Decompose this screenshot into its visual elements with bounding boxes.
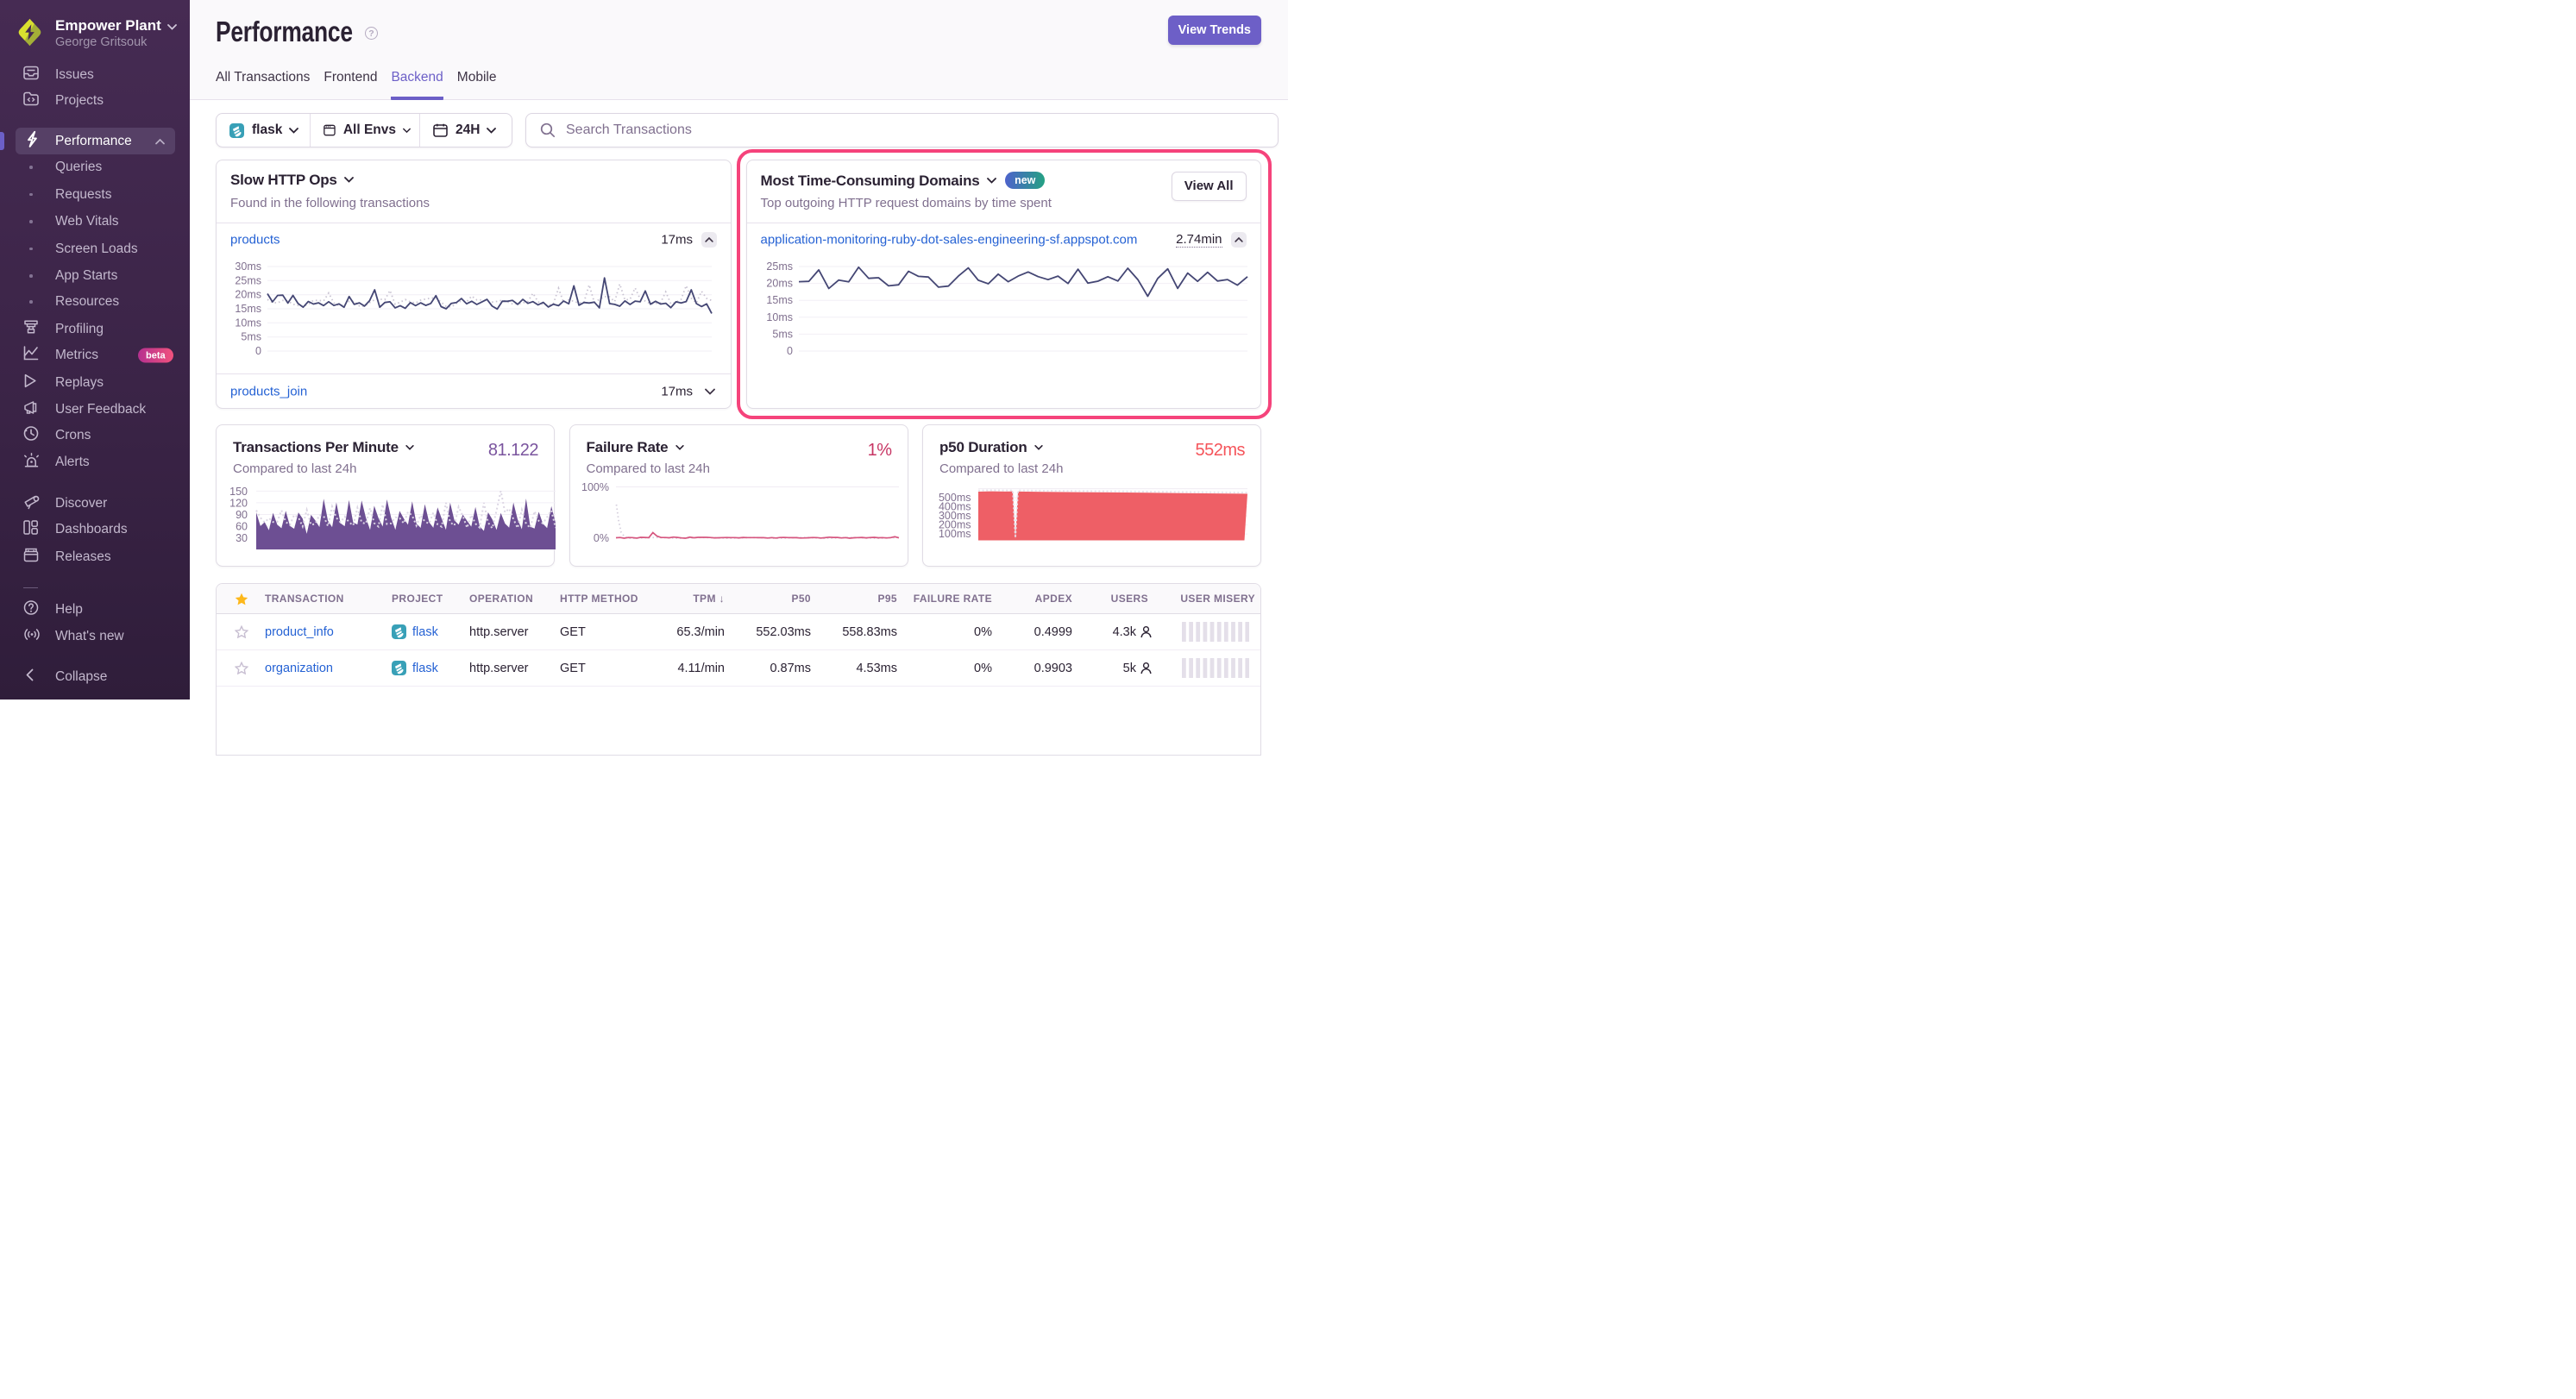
svg-text:5ms: 5ms (241, 331, 261, 343)
svg-text:10ms: 10ms (766, 311, 793, 323)
svg-text:10ms: 10ms (235, 317, 261, 329)
svg-text:400ms: 400ms (939, 501, 971, 513)
svg-text:20ms: 20ms (235, 289, 261, 301)
svg-text:100%: 100% (581, 481, 609, 493)
svg-text:30ms: 30ms (235, 260, 261, 273)
svg-text:500ms: 500ms (939, 492, 971, 504)
svg-text:120: 120 (229, 497, 248, 509)
svg-text:60: 60 (236, 521, 248, 533)
svg-text:30: 30 (236, 532, 248, 544)
svg-text:200ms: 200ms (939, 519, 971, 531)
svg-text:0%: 0% (593, 532, 608, 544)
svg-text:25ms: 25ms (235, 274, 261, 286)
svg-text:90: 90 (236, 509, 248, 521)
svg-text:20ms: 20ms (766, 278, 793, 290)
svg-text:25ms: 25ms (766, 260, 793, 273)
svg-text:0: 0 (787, 345, 793, 357)
svg-text:100ms: 100ms (939, 528, 971, 540)
svg-text:15ms: 15ms (235, 303, 261, 315)
svg-text:150: 150 (229, 486, 248, 498)
svg-text:0: 0 (255, 345, 261, 357)
svg-text:300ms: 300ms (939, 510, 971, 522)
svg-text:15ms: 15ms (766, 294, 793, 306)
svg-text:5ms: 5ms (772, 328, 793, 340)
